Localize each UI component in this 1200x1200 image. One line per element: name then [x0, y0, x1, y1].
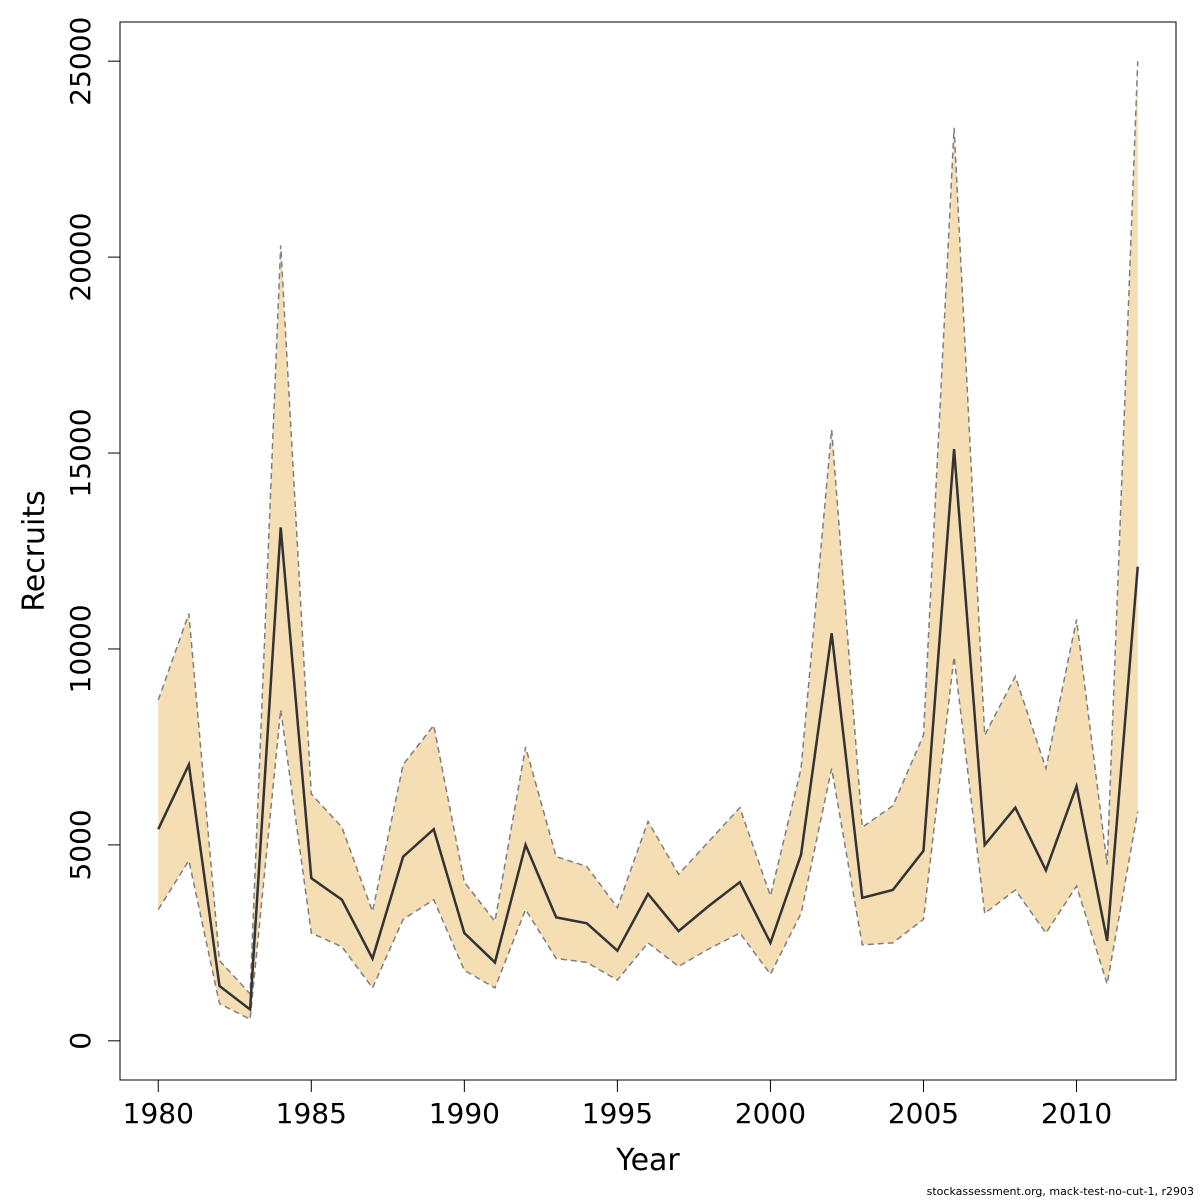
x-tick-label: 2000: [735, 1097, 806, 1130]
confidence-band-fill: [158, 61, 1138, 1020]
estimate-line: [157, 449, 1139, 1012]
x-tick-label: 1980: [123, 1097, 194, 1130]
y-tick-label: 25000: [64, 17, 97, 106]
footer-credit: stockassessment.org, mack-test-no-cut-1,…: [926, 1185, 1194, 1198]
x-tick-label: 1990: [429, 1097, 500, 1130]
y-tick-label: 20000: [64, 213, 97, 302]
x-axis-title: Year: [615, 1143, 680, 1178]
x-tick-label: 1995: [582, 1097, 653, 1130]
x-tick-label: 2005: [888, 1097, 959, 1130]
y-tick-label: 15000: [64, 408, 97, 497]
y-axis-title: Recruits: [17, 490, 52, 612]
confidence-band: [157, 61, 1139, 1021]
y-tick-label: 5000: [64, 809, 97, 880]
y-tick-label: 10000: [64, 604, 97, 693]
estimate-series: [157, 449, 1139, 1012]
x-tick-label: 2010: [1041, 1097, 1112, 1130]
y-tick-label: 0: [64, 1032, 97, 1050]
upper-bound-line: [157, 61, 1139, 996]
x-axis: 1980 1985 1990 1995 2000 2005 2010: [123, 1079, 1112, 1130]
x-tick-label: 1985: [276, 1097, 347, 1130]
lower-bound-line: [157, 656, 1139, 1021]
y-axis: 0 5000 10000 15000 20000 25000: [64, 17, 121, 1050]
